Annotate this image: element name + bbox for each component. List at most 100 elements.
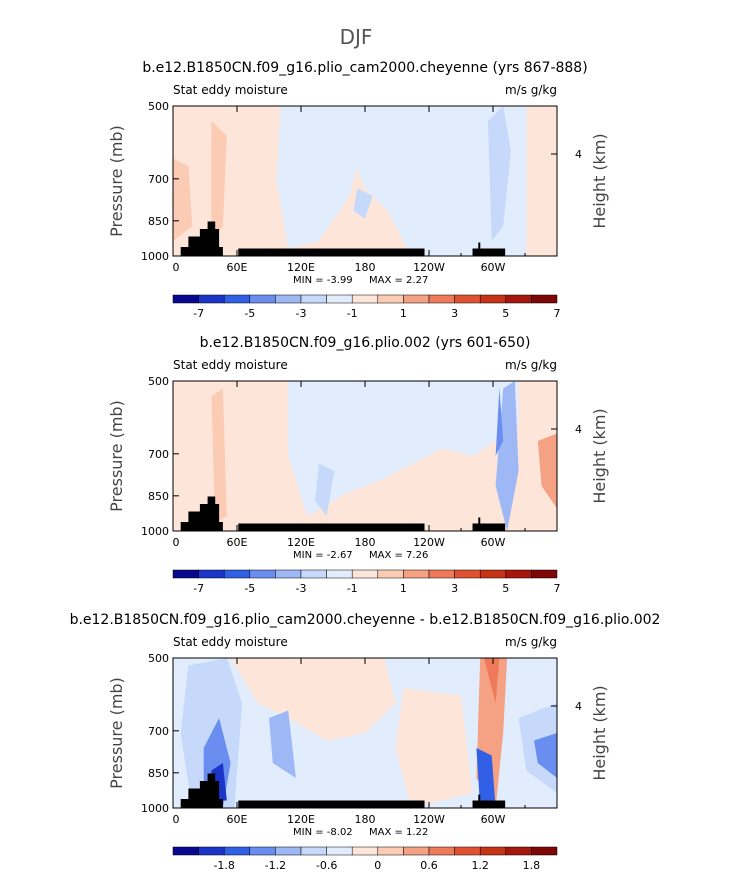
x-tick-label: 120E bbox=[287, 813, 315, 826]
colorbar-swatch bbox=[531, 846, 558, 856]
y-axis-label: Pressure (mb) bbox=[107, 400, 126, 512]
colorbar-swatch bbox=[300, 846, 327, 856]
colorbar-swatch bbox=[326, 294, 353, 304]
colorbar-label: 3 bbox=[451, 582, 458, 595]
field-patch bbox=[211, 121, 227, 241]
min-label: MIN = -3.99 bbox=[293, 275, 353, 286]
colorbar-label: 1.8 bbox=[523, 859, 541, 872]
y-tick-label: 850 bbox=[148, 215, 169, 228]
colorbar-swatch bbox=[377, 569, 404, 579]
right-axis-label: Height (km) bbox=[590, 408, 609, 503]
field-patch bbox=[534, 733, 557, 778]
colorbar-swatch bbox=[223, 846, 251, 856]
x-tick-label: 60W bbox=[481, 813, 506, 826]
x-tick-label: 60W bbox=[481, 536, 506, 549]
right-tick-label: 4 bbox=[575, 423, 582, 436]
x-tick-label: 60E bbox=[227, 536, 248, 549]
colorbar-label: 1 bbox=[400, 307, 407, 320]
right-tick-label: 4 bbox=[575, 148, 582, 161]
x-tick-label: 0 bbox=[173, 536, 180, 549]
colorbar-label: -1.8 bbox=[213, 859, 234, 872]
y-tick-label: 500 bbox=[148, 375, 169, 388]
x-tick-label: 0 bbox=[173, 261, 180, 274]
colorbar-swatch bbox=[275, 569, 302, 579]
colorbar-swatch bbox=[351, 294, 379, 304]
colorbar-swatch bbox=[531, 569, 558, 579]
field-patch bbox=[353, 188, 373, 219]
colorbar-swatch bbox=[505, 294, 532, 304]
chart-title: b.e12.B1850CN.f09_g16.plio_cam2000.cheye… bbox=[142, 60, 587, 76]
colorbar-swatch bbox=[249, 846, 276, 856]
colorbar-swatch bbox=[428, 846, 455, 856]
colorbar-swatch bbox=[326, 569, 353, 579]
field-patch bbox=[484, 658, 500, 703]
field-label: Stat eddy moisture bbox=[173, 83, 288, 97]
colorbar-swatch bbox=[454, 569, 481, 579]
y-tick-label: 1000 bbox=[141, 250, 169, 263]
x-tick-label: 180 bbox=[355, 536, 376, 549]
colorbar-swatch bbox=[172, 294, 199, 304]
colorbar-label: -1 bbox=[347, 582, 358, 595]
colorbar-swatch bbox=[223, 294, 251, 304]
max-label: MAX = 1.22 bbox=[369, 827, 428, 838]
colorbar-swatch bbox=[505, 569, 532, 579]
colorbar-swatch bbox=[351, 569, 379, 579]
colorbar-swatch bbox=[172, 846, 199, 856]
colorbar-swatch bbox=[300, 569, 327, 579]
x-tick-label: 60W bbox=[481, 261, 506, 274]
min-label: MIN = -8.02 bbox=[293, 827, 353, 838]
field-label: Stat eddy moisture bbox=[173, 358, 288, 372]
colorbar-swatch bbox=[531, 294, 558, 304]
field-patch bbox=[269, 710, 296, 778]
colorbar-swatch bbox=[454, 846, 481, 856]
topography bbox=[478, 242, 481, 249]
y-tick-label: 500 bbox=[148, 652, 169, 665]
colorbar-swatch bbox=[351, 846, 379, 856]
colorbar-swatch bbox=[223, 569, 251, 579]
topography bbox=[238, 800, 425, 808]
field-patch bbox=[211, 388, 227, 524]
y-tick-label: 850 bbox=[148, 490, 169, 503]
colorbar-swatch bbox=[479, 569, 507, 579]
colorbar-swatch bbox=[249, 569, 276, 579]
field-patch bbox=[230, 658, 396, 741]
chart-title: b.e12.B1850CN.f09_g16.plio.002 (yrs 601-… bbox=[200, 335, 531, 351]
colorbar-label: -7 bbox=[193, 582, 204, 595]
y-axis-label: Pressure (mb) bbox=[107, 677, 126, 789]
x-tick-label: 120W bbox=[413, 261, 445, 274]
x-tick-label: 120W bbox=[413, 813, 445, 826]
right-axis-label: Height (km) bbox=[590, 133, 609, 228]
y-tick-label: 500 bbox=[148, 100, 169, 113]
colorbar-label: -3 bbox=[296, 307, 307, 320]
colorbar-swatch bbox=[454, 294, 481, 304]
chart-panel: b.e12.B1850CN.f09_g16.plio_cam2000.cheye… bbox=[107, 60, 609, 320]
colorbar-label: 1 bbox=[400, 582, 407, 595]
colorbar-label: 1.2 bbox=[471, 859, 489, 872]
topography bbox=[180, 221, 223, 256]
chart-title: b.e12.B1850CN.f09_g16.plio_cam2000.cheye… bbox=[70, 612, 661, 628]
figure-title: DJF bbox=[340, 25, 373, 49]
y-tick-label: 1000 bbox=[141, 525, 169, 538]
right-axis-label: Height (km) bbox=[590, 685, 609, 780]
right-tick-label: 4 bbox=[575, 700, 582, 713]
field-patch bbox=[495, 388, 504, 456]
colorbar-label: 7 bbox=[554, 582, 561, 595]
colorbar-swatch bbox=[198, 294, 225, 304]
field-patch bbox=[537, 433, 557, 509]
y-tick-label: 850 bbox=[148, 767, 169, 780]
colorbar-swatch bbox=[403, 294, 430, 304]
units-label: m/s g/kg bbox=[505, 635, 557, 649]
colorbar-swatch bbox=[403, 846, 430, 856]
colorbar-swatch bbox=[326, 846, 353, 856]
field-patch bbox=[315, 463, 335, 516]
chart-panel: b.e12.B1850CN.f09_g16.plio_cam2000.cheye… bbox=[70, 612, 661, 872]
y-axis-label: Pressure (mb) bbox=[107, 125, 126, 237]
colorbar-label: -7 bbox=[193, 307, 204, 320]
x-tick-label: 120E bbox=[287, 261, 315, 274]
colorbar-label: 0.6 bbox=[420, 859, 438, 872]
colorbar-swatch bbox=[377, 846, 404, 856]
max-label: MAX = 7.26 bbox=[369, 550, 428, 561]
colorbar-swatch bbox=[275, 846, 302, 856]
topography bbox=[472, 248, 506, 256]
colorbar-swatch bbox=[403, 569, 430, 579]
